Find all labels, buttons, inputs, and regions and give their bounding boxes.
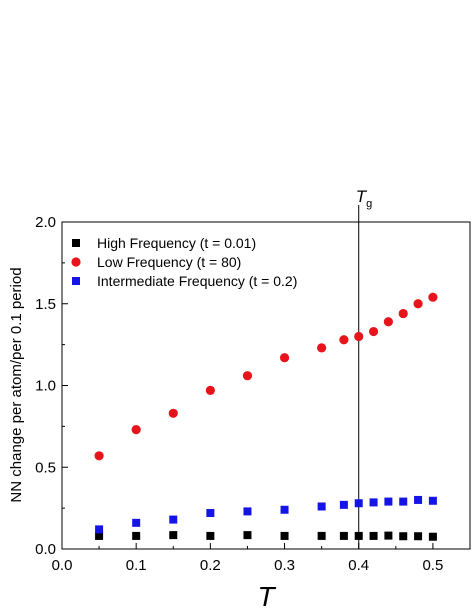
x-axis-ticks: 0.0 0.1 0.2 0.3 0.4 0.5 [52,543,443,574]
data-point [132,531,141,540]
data-point [413,299,423,309]
legend-marker [72,239,80,247]
data-point [399,497,408,506]
data-point [280,505,289,514]
series-1 [94,292,438,461]
x-tick-label: 0.2 [200,557,221,574]
data-point [205,385,215,396]
data-point [279,353,290,363]
data-point [280,531,289,540]
series-0 [95,531,437,541]
y-tick-label: 1.0 [35,378,56,395]
data-point [95,525,104,534]
data-point [428,532,437,541]
data-point [317,502,326,511]
y-tick-label: 1.5 [35,296,56,313]
x-tick-label: 0.3 [274,557,295,574]
data-point [95,531,104,540]
data-point [428,496,437,505]
legend: High Frequency (t = 0.01) Low Frequency (… [71,235,297,289]
data-point [398,308,408,319]
data-point [339,500,348,509]
data-point [169,531,178,540]
data-point [94,451,104,461]
data-point [243,507,252,516]
data-point [206,531,215,540]
data-point [414,532,423,541]
legend-label: Intermediate Frequency (t = 0.2) [97,273,297,289]
data-point [383,317,393,327]
data-point [369,498,378,507]
data-point [354,331,364,342]
data-point [354,499,363,508]
series-2 [95,495,437,534]
data-point [317,531,326,540]
data-point [384,497,393,506]
data-point [242,371,253,381]
data-point [369,531,378,540]
legend-marker [72,277,80,285]
x-axis-title: T [257,581,276,612]
x-tick-label: 0.4 [348,557,369,574]
tg-label-sub: g [366,198,372,210]
data-point [354,531,363,540]
x-tick-label: 0.5 [422,557,443,574]
data-point [168,408,178,418]
data-point [317,343,327,353]
x-tick-label: 0.0 [52,557,73,574]
plot-area [61,221,471,550]
data-point [428,292,438,302]
x-tick-label: 0.1 [126,557,147,574]
data-point [368,326,379,337]
tg-label: Tg [356,187,373,210]
tg-label-main: T [356,187,368,206]
data-point [339,531,348,540]
data-point [414,495,423,504]
series-layer [94,292,438,541]
y-axis-ticks: 0.0 0.5 1.0 1.5 2.0 [35,214,68,558]
data-point [243,531,252,540]
legend-label: Low Frequency (t = 80) [97,254,241,270]
data-point [399,532,408,541]
y-tick-label: 2.0 [35,214,56,231]
data-point [169,515,178,524]
legend-marker [71,257,81,267]
data-point [206,509,215,518]
y-tick-label: 0.5 [35,459,56,476]
data-point [132,518,141,527]
legend-label: High Frequency (t = 0.01) [97,235,256,251]
data-point [339,335,349,345]
data-point [131,425,141,435]
y-tick-label: 0.0 [35,541,56,558]
y-axis-title: NN change per atom/per 0.1 period [8,267,25,502]
data-point [384,531,393,540]
